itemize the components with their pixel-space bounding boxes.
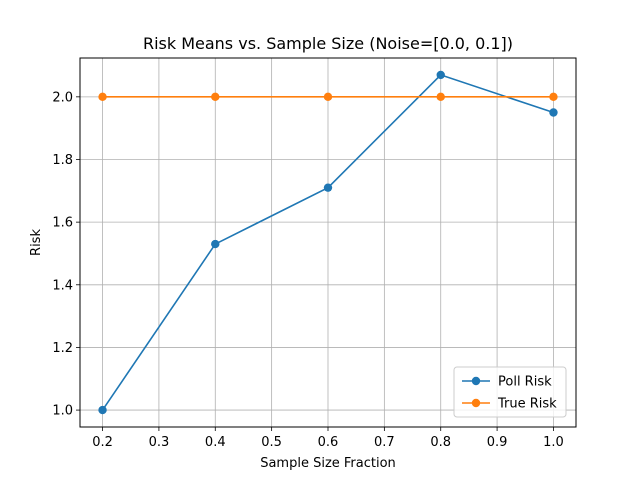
y-tick-label: 1.8 xyxy=(52,153,73,168)
poll-risk-point xyxy=(323,183,333,192)
x-tick-label: 0.4 xyxy=(205,435,226,450)
x-tick-label: 1.0 xyxy=(543,435,564,450)
x-tick-label: 0.6 xyxy=(318,435,339,450)
legend: Poll Risk True Risk xyxy=(453,366,567,418)
legend-poll-risk-label: Poll Risk xyxy=(498,375,552,390)
true-risk-point xyxy=(549,92,558,102)
poll-risk-point xyxy=(211,239,220,249)
legend-poll-risk-marker xyxy=(471,376,481,386)
x-axis-label: Sample Size Fraction xyxy=(260,456,396,471)
true-risk-point xyxy=(436,92,445,102)
y-tick-label: 1.6 xyxy=(52,216,73,231)
poll-risk-point xyxy=(549,108,558,117)
true-risk-point xyxy=(98,92,107,102)
plot-series xyxy=(98,70,558,415)
y-tick-label: 2.0 xyxy=(52,90,73,105)
chart-title: Risk Means vs. Sample Size (Noise=[0.0, … xyxy=(143,34,513,53)
y-tick-label: 1.4 xyxy=(52,278,73,293)
true-risk-point xyxy=(211,92,220,102)
legend-true-risk-label: True Risk xyxy=(497,397,557,412)
x-tick-label: 0.2 xyxy=(92,435,113,450)
y-tick-label: 1.2 xyxy=(52,341,73,356)
true-risk-point xyxy=(323,92,333,102)
poll-risk-point xyxy=(98,405,107,415)
x-tick-label: 0.5 xyxy=(261,435,282,450)
legend-box xyxy=(453,366,567,418)
x-tick-label: 0.9 xyxy=(487,435,508,450)
x-tick-label: 0.3 xyxy=(149,435,170,450)
poll-risk-point xyxy=(436,70,445,80)
x-tick-label: 0.8 xyxy=(430,435,451,450)
legend-true-risk-marker xyxy=(471,398,481,408)
y-axis-label: Risk xyxy=(29,229,44,256)
axis-ticks: 0.2 0.3 0.4 0.5 0.6 0.7 0.8 0.9 1.0 1.0 1.2 1.4 1.6 1… xyxy=(52,90,563,450)
x-tick-label: 0.7 xyxy=(374,435,395,450)
y-tick-label: 1.0 xyxy=(52,404,73,419)
